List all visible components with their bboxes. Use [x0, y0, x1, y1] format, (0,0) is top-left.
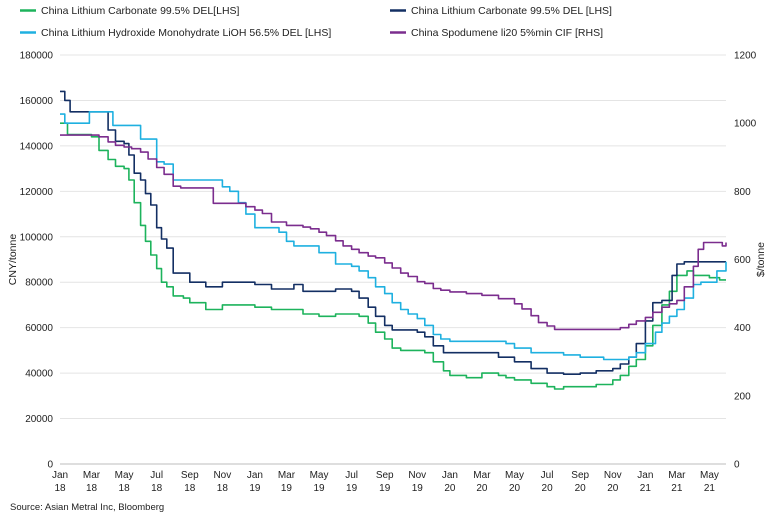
legend-label: China Spodumene li20 5%min CIF [RHS] — [411, 27, 603, 39]
x-tick-year: 19 — [249, 483, 261, 494]
x-tick-year: 19 — [281, 483, 293, 494]
x-tick-month: May — [115, 470, 134, 481]
series-layer — [60, 90, 727, 390]
right-tick-label: 400 — [734, 323, 751, 334]
x-tick-year: 18 — [151, 483, 163, 494]
right-tick-label: 800 — [734, 187, 751, 198]
x-tick-month: Nov — [408, 470, 426, 481]
x-tick-year: 19 — [313, 483, 325, 494]
legend-label: China Lithium Carbonate 99.5% DEL[LHS] — [41, 5, 240, 17]
x-tick-month: Mar — [83, 470, 101, 481]
legend-label: China Lithium Carbonate 99.5% DEL [LHS] — [411, 5, 612, 17]
x-tick-year: 20 — [607, 483, 619, 494]
x-tick-year: 20 — [509, 483, 521, 494]
x-tick-month: Mar — [473, 470, 491, 481]
right-tick-label: 200 — [734, 391, 751, 402]
x-tick-year: 20 — [444, 483, 456, 494]
x-tick-month: Mar — [668, 470, 686, 481]
left-tick-label: 20000 — [25, 414, 53, 425]
x-tick-year: 20 — [476, 483, 488, 494]
x-tick-year: 18 — [119, 483, 131, 494]
left-y-axis-title: CNY/tonne — [7, 234, 19, 286]
right-tick-label: 0 — [734, 460, 740, 471]
x-tick-year: 21 — [640, 483, 652, 494]
left-y-axis-ticks: 0 20000 40000 60000 80000 100000 120000 140000 1… — [20, 51, 54, 471]
x-tick-month: Sep — [376, 470, 394, 481]
source-note: Source: Asian Metral Inc, Bloomberg — [10, 502, 164, 513]
right-y-axis-title: $/tonne — [755, 242, 767, 277]
x-tick-year: 18 — [86, 483, 98, 494]
x-tick-month: Mar — [278, 470, 296, 481]
x-tick-year: 20 — [542, 483, 554, 494]
left-tick-label: 140000 — [20, 141, 54, 152]
right-tick-label: 1000 — [734, 119, 757, 130]
legend: China Lithium Carbonate 99.5% DEL[LHS] Ch… — [20, 5, 612, 39]
x-tick-month: Sep — [181, 470, 199, 481]
x-tick-year: 18 — [54, 483, 66, 494]
x-tick-month: Jul — [345, 470, 358, 481]
x-tick-month: Nov — [213, 470, 231, 481]
x-tick-year: 21 — [704, 483, 716, 494]
right-y-axis-ticks: 0 200 400 600 800 1000 1200 — [734, 51, 757, 471]
x-tick-year: 18 — [217, 483, 229, 494]
legend-label: China Lithium Hydroxide Monohydrate LiOH… — [41, 27, 331, 39]
x-tick-year: 18 — [184, 483, 196, 494]
legend-item: China Lithium Carbonate 99.5% DEL[LHS] — [20, 5, 240, 17]
legend-item: China Lithium Hydroxide Monohydrate LiOH… — [20, 27, 331, 39]
x-tick-month: Jan — [247, 470, 263, 481]
series-line-1 — [60, 122, 726, 390]
x-tick-month: Jul — [150, 470, 163, 481]
left-tick-label: 80000 — [25, 278, 53, 289]
left-tick-label: 120000 — [20, 187, 54, 198]
x-tick-month: Jan — [637, 470, 653, 481]
x-tick-year: 21 — [671, 483, 683, 494]
x-axis-ticks: Jan 18 Mar 18 May 18 Jul 18 Sep 18 Nov 18 Jan 19 Mar 19… — [52, 470, 719, 494]
left-tick-label: 60000 — [25, 323, 53, 334]
legend-item: China Lithium Carbonate 99.5% DEL [LHS] — [390, 5, 612, 17]
x-tick-month: Jul — [541, 470, 554, 481]
left-tick-label: 180000 — [20, 51, 54, 62]
x-tick-year: 20 — [575, 483, 587, 494]
x-tick-month: Jan — [52, 470, 68, 481]
x-tick-year: 19 — [412, 483, 424, 494]
x-tick-month: May — [505, 470, 524, 481]
legend-item: China Spodumene li20 5%min CIF [RHS] — [390, 27, 603, 39]
left-tick-label: 100000 — [20, 232, 54, 243]
x-tick-month: Nov — [604, 470, 622, 481]
x-tick-month: Sep — [571, 470, 589, 481]
left-tick-label: 160000 — [20, 96, 54, 107]
x-tick-month: Jan — [442, 470, 458, 481]
left-tick-label: 40000 — [25, 369, 53, 380]
series-line-4 — [60, 134, 727, 331]
series-line-2 — [60, 90, 726, 375]
left-tick-label: 0 — [47, 460, 53, 471]
x-tick-year: 19 — [346, 483, 358, 494]
x-tick-year: 19 — [379, 483, 391, 494]
right-tick-label: 600 — [734, 255, 751, 266]
right-tick-label: 1200 — [734, 51, 757, 62]
x-tick-month: May — [310, 470, 329, 481]
gridlines — [60, 54, 726, 420]
x-tick-month: May — [700, 470, 719, 481]
series-line-3 — [60, 111, 727, 361]
